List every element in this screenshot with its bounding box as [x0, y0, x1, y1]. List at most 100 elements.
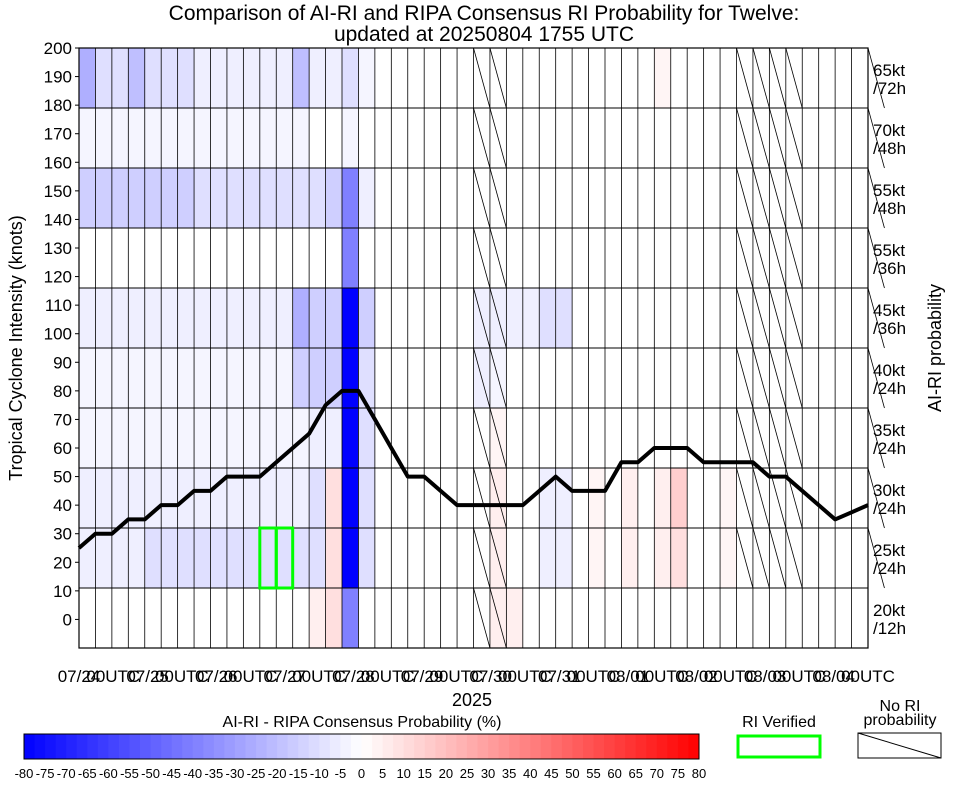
colorbar-segment: [509, 734, 521, 759]
x-tick-label: 07/26: [195, 667, 238, 686]
no-ri-diagonal: [785, 47, 803, 109]
heatmap-cell: [276, 108, 293, 168]
heatmap-cell: [243, 48, 260, 108]
colorbar-segment: [614, 734, 626, 759]
colorbar-segment: [519, 734, 531, 759]
colorbar-tick-label: -35: [204, 766, 223, 781]
y-tick-label: 20: [53, 553, 72, 572]
no-ri-diagonal: [473, 587, 491, 649]
heatmap-cell: [292, 468, 310, 528]
y-tick-label: 90: [53, 353, 72, 372]
x-tick-label: 00UTC: [86, 667, 140, 686]
x-tick-label: 00UTC: [635, 667, 689, 686]
heatmap-cell: [194, 108, 211, 168]
no-ri-diagonal: [867, 527, 885, 589]
heatmap-cell: [226, 288, 244, 348]
no-ri-diagonal: [785, 287, 803, 349]
heatmap-cell: [276, 468, 293, 528]
heatmap-cell: [309, 588, 326, 648]
no-ri-diagonal: [785, 407, 803, 469]
plot-frame: [78, 47, 869, 649]
heatmap-cell: [177, 288, 195, 348]
heatmap-cell: [161, 348, 178, 408]
no-ri-swatch: [857, 732, 942, 759]
colorbar-tick-label: -40: [183, 766, 202, 781]
colorbar-segment: [34, 734, 46, 759]
heatmap-cell: [79, 348, 96, 408]
heatmap-cell: [276, 528, 293, 588]
heatmap-cell: [292, 168, 310, 228]
heatmap-cell: [177, 168, 195, 228]
heatmap-cell: [210, 168, 227, 228]
heatmap-cell: [210, 48, 227, 108]
colorbar-segment: [688, 734, 700, 759]
heatmap-cell: [276, 168, 293, 228]
heatmap-cell: [194, 528, 211, 588]
heatmap-cell: [259, 288, 277, 348]
heatmap-cell: [144, 348, 162, 408]
heatmap-cell: [128, 348, 145, 408]
no-ri-diagonal: [867, 347, 885, 409]
colorbar-segment: [540, 734, 552, 759]
colorbar-tick-label: 20: [439, 766, 453, 781]
colorbar-segment: [298, 734, 310, 759]
heatmap-cell: [720, 528, 737, 588]
y-tick-label: 70: [53, 410, 72, 429]
no-ri-diagonal: [489, 227, 507, 289]
heatmap-cell: [292, 108, 310, 168]
no-ri-diagonal: [736, 47, 754, 109]
colorbar-segment: [604, 734, 616, 759]
colorbar-tick-label: -10: [310, 766, 329, 781]
heatmap-cell: [259, 528, 277, 588]
y-tick-label: 10: [53, 582, 72, 601]
heatmap-cell: [342, 588, 359, 648]
y-tick-label: 60: [53, 439, 72, 458]
heatmap-cell: [243, 348, 260, 408]
colorbar-tick-label: 55: [586, 766, 600, 781]
heatmap-cell: [358, 168, 375, 228]
x-tick-label: 07/27: [264, 667, 307, 686]
heatmap-cell: [621, 528, 638, 588]
colorbar-segment: [551, 734, 563, 759]
heatmap-cell: [111, 408, 129, 468]
heatmap-cell: [161, 528, 178, 588]
heatmap-cell: [161, 288, 178, 348]
heatmap-cell: [670, 528, 688, 588]
ri-threshold-label: 25kt: [873, 541, 905, 560]
x-tick-label: 08/01: [607, 667, 650, 686]
heatmap-cell: [226, 168, 244, 228]
no-ri-diagonal: [489, 467, 507, 529]
colorbar-segment: [424, 734, 436, 759]
x-tick-label: 00UTC: [498, 667, 552, 686]
heatmap-cell: [358, 408, 375, 468]
no-ri-diagonal: [473, 287, 491, 349]
no-ri-diagonal: [752, 167, 770, 229]
heatmap-cell: [259, 168, 277, 228]
colorbar-segment: [488, 734, 500, 759]
heatmap-cell: [621, 468, 638, 528]
heatmap-cell: [720, 468, 737, 528]
colorbar-segment: [129, 734, 141, 759]
heatmap-cell: [325, 288, 342, 348]
no-ri-diagonal: [867, 47, 885, 109]
heatmap-cell: [325, 528, 342, 588]
x-tick-label: 00UTC: [292, 667, 346, 686]
ri-threshold-label: /12h: [873, 619, 906, 638]
heatmap-cell: [276, 348, 293, 408]
colorbar-segment: [287, 734, 299, 759]
colorbar-segment: [646, 734, 658, 759]
no-ri-diagonal: [752, 407, 770, 469]
right-axis-label: AI-RI probability: [925, 284, 945, 412]
heatmap-cell: [177, 48, 195, 108]
heatmap-cell: [555, 528, 573, 588]
heatmap-cell: [588, 528, 605, 588]
colorbar-segment: [140, 734, 152, 759]
no-ri-diagonal: [752, 467, 770, 529]
heatmap-cell: [506, 288, 523, 348]
colorbar-tick-label: 45: [544, 766, 558, 781]
heatmap-cell: [539, 468, 556, 528]
colorbar-segment: [677, 734, 689, 759]
colorbar-segment: [277, 734, 289, 759]
heatmap-cell: [194, 288, 211, 348]
colorbar-segment: [382, 734, 394, 759]
